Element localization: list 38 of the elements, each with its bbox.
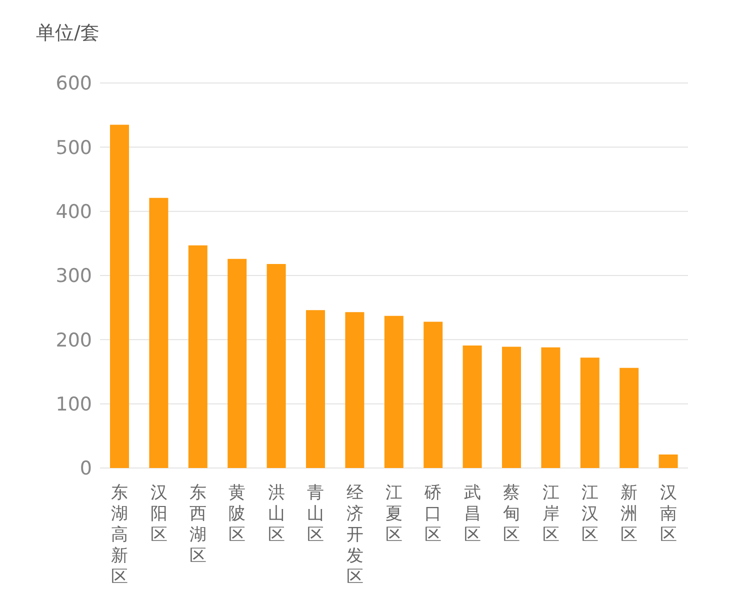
- x-tick-label: 汉南区: [660, 483, 677, 545]
- bar: [620, 368, 639, 468]
- x-tick-label: 江岸区: [542, 483, 560, 545]
- bar: [228, 258, 247, 468]
- bar: [658, 454, 678, 468]
- bar: [306, 310, 325, 468]
- x-tick-label: 黄陂区: [228, 483, 246, 545]
- x-tick-label: 江汉区: [582, 483, 598, 545]
- x-tick-label: 汉阳区: [150, 483, 168, 545]
- x-tick-label: 硚口区: [424, 483, 442, 545]
- x-tick-label: 武昌区: [464, 483, 481, 545]
- y-tick-label: 400: [56, 201, 92, 224]
- bar: [424, 322, 443, 468]
- x-tick-label: 洪山区: [268, 483, 285, 545]
- y-tick-label: 500: [56, 136, 92, 159]
- bar: [502, 346, 521, 468]
- x-tick-label: 东西湖区: [190, 483, 206, 566]
- x-tick-label: 经济开发区: [346, 483, 364, 587]
- bar: [149, 198, 168, 468]
- y-tick-label: 0: [80, 458, 92, 480]
- x-tick-label: 青山区: [307, 483, 324, 545]
- bar: [580, 358, 600, 468]
- x-tick-label: 蔡甸区: [503, 483, 520, 545]
- bar: [345, 312, 364, 468]
- y-tick-label: 100: [56, 394, 92, 416]
- bar: [541, 347, 560, 468]
- y-tick-label: 600: [56, 72, 92, 95]
- x-tick-label: 新洲区: [620, 483, 638, 545]
- bar: [462, 345, 482, 468]
- x-tick-label: 江夏区: [386, 483, 402, 545]
- y-axis-title: 单位/套: [36, 21, 100, 46]
- y-tick-label: 200: [56, 329, 92, 352]
- bar: [384, 316, 404, 468]
- x-tick-label: 东湖高新区: [111, 483, 128, 587]
- y-tick-label: 300: [56, 265, 92, 288]
- bar: [110, 124, 129, 468]
- bar: [188, 245, 208, 468]
- bar: [266, 264, 286, 468]
